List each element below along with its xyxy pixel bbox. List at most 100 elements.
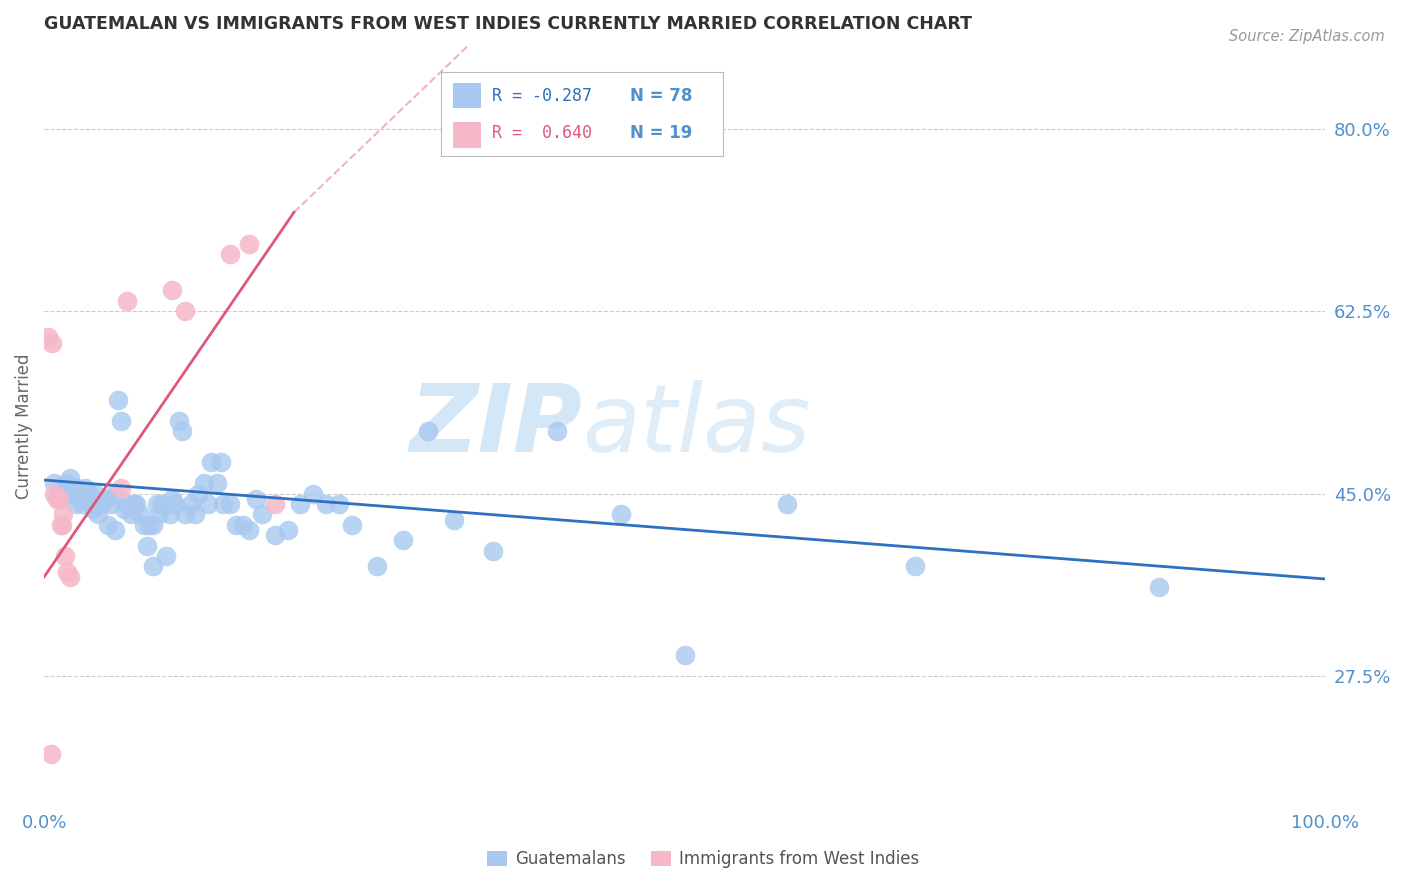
Point bbox=[51, 517, 73, 532]
Point bbox=[225, 517, 247, 532]
Point bbox=[238, 523, 260, 537]
Point bbox=[159, 508, 181, 522]
Point bbox=[103, 523, 125, 537]
Point bbox=[481, 544, 503, 558]
Point bbox=[44, 486, 66, 500]
Point bbox=[44, 476, 66, 491]
Point bbox=[232, 517, 254, 532]
Point bbox=[148, 508, 170, 522]
Point bbox=[84, 486, 107, 500]
Point bbox=[392, 533, 415, 548]
Point bbox=[82, 502, 104, 516]
Point bbox=[122, 497, 145, 511]
Point bbox=[60, 486, 83, 500]
Point bbox=[56, 565, 79, 579]
Point bbox=[209, 455, 232, 469]
Point bbox=[302, 486, 325, 500]
Point bbox=[315, 497, 337, 511]
Point bbox=[167, 414, 190, 428]
Point bbox=[59, 471, 82, 485]
Point bbox=[84, 497, 107, 511]
Point bbox=[245, 491, 267, 506]
Point bbox=[52, 486, 75, 500]
Point bbox=[112, 502, 135, 516]
Point bbox=[263, 497, 285, 511]
Point bbox=[56, 476, 79, 491]
Point bbox=[65, 481, 87, 495]
Point bbox=[1147, 580, 1170, 594]
Point bbox=[146, 497, 169, 511]
Point bbox=[132, 517, 155, 532]
Point bbox=[205, 476, 228, 491]
Point bbox=[75, 481, 97, 495]
Point bbox=[328, 497, 350, 511]
Point bbox=[290, 497, 312, 511]
Point bbox=[138, 517, 160, 532]
Point bbox=[100, 497, 122, 511]
Point bbox=[238, 236, 260, 251]
Point bbox=[212, 497, 235, 511]
Point bbox=[65, 497, 87, 511]
Point bbox=[48, 491, 70, 506]
Point bbox=[340, 517, 363, 532]
Legend: Guatemalans, Immigrants from West Indies: Guatemalans, Immigrants from West Indies bbox=[479, 844, 927, 875]
Point bbox=[45, 491, 67, 506]
Point bbox=[94, 491, 117, 506]
Point bbox=[155, 549, 177, 563]
Point bbox=[197, 497, 219, 511]
Point bbox=[219, 497, 242, 511]
Point bbox=[53, 549, 76, 563]
Point bbox=[125, 497, 148, 511]
Point bbox=[77, 486, 100, 500]
Point bbox=[110, 414, 132, 428]
Point bbox=[163, 497, 186, 511]
Point bbox=[277, 523, 299, 537]
Point bbox=[673, 648, 696, 662]
Point bbox=[263, 528, 285, 542]
Point bbox=[250, 508, 273, 522]
Point bbox=[59, 570, 82, 584]
Point bbox=[904, 559, 927, 574]
Text: atlas: atlas bbox=[582, 380, 810, 471]
Point bbox=[193, 476, 215, 491]
Point bbox=[117, 293, 139, 308]
Point bbox=[443, 513, 465, 527]
Point bbox=[103, 486, 125, 500]
Point bbox=[187, 486, 209, 500]
Point bbox=[117, 497, 139, 511]
Point bbox=[110, 481, 132, 495]
Y-axis label: Currently Married: Currently Married bbox=[15, 353, 32, 499]
Point bbox=[72, 497, 94, 511]
Point bbox=[174, 304, 197, 318]
Point bbox=[129, 508, 152, 522]
Point bbox=[41, 335, 63, 350]
Point bbox=[97, 517, 120, 532]
Point bbox=[87, 508, 110, 522]
Point bbox=[776, 497, 799, 511]
Point bbox=[160, 491, 183, 506]
Point bbox=[135, 539, 157, 553]
Point bbox=[160, 284, 183, 298]
Point bbox=[39, 747, 62, 761]
Point bbox=[184, 508, 207, 522]
Point bbox=[546, 424, 568, 438]
Point bbox=[90, 497, 112, 511]
Point bbox=[69, 491, 91, 506]
Point bbox=[142, 517, 165, 532]
Point bbox=[200, 455, 222, 469]
Point bbox=[609, 508, 631, 522]
Text: ZIP: ZIP bbox=[409, 380, 582, 472]
Point bbox=[150, 497, 173, 511]
Point bbox=[180, 497, 202, 511]
Text: Source: ZipAtlas.com: Source: ZipAtlas.com bbox=[1229, 29, 1385, 44]
Point bbox=[366, 559, 388, 574]
Point bbox=[174, 508, 197, 522]
Point bbox=[107, 392, 129, 407]
Point bbox=[172, 424, 194, 438]
Point bbox=[120, 508, 142, 522]
Point bbox=[142, 559, 165, 574]
Point bbox=[52, 508, 75, 522]
Point bbox=[219, 247, 242, 261]
Point bbox=[48, 486, 70, 500]
Point bbox=[49, 517, 72, 532]
